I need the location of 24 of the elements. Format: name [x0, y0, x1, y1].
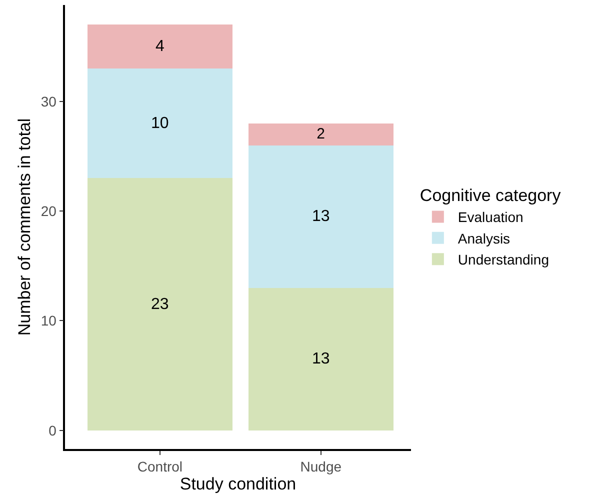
data-label: 10	[151, 114, 169, 132]
legend-label: Evaluation	[458, 209, 524, 226]
legend-label: Understanding	[458, 252, 549, 268]
y-tick-label: 30	[40, 93, 57, 110]
bar	[88, 178, 232, 430]
data-label: 13	[312, 350, 330, 368]
bar	[248, 123, 394, 146]
data-label: 4	[155, 38, 164, 56]
y-tick-label: 10	[40, 312, 57, 329]
bar	[248, 288, 394, 430]
bar	[88, 24, 232, 69]
x-tick-label: Nudge	[300, 458, 342, 475]
y-tick-label: 20	[40, 203, 57, 219]
x-tick-label: Control	[137, 458, 183, 475]
y-tick-label: 0	[48, 422, 57, 438]
x-axis-title: Study condition	[180, 474, 296, 494]
y-axis-title: Number of comments in total	[14, 118, 34, 336]
legend-label: Analysis	[458, 230, 510, 246]
data-label: 2	[316, 126, 326, 143]
legend-title: Cognitive category	[420, 186, 562, 206]
data-label: 13	[312, 208, 330, 226]
bar	[88, 68, 232, 178]
bar	[248, 145, 394, 288]
data-label: 23	[151, 296, 169, 313]
